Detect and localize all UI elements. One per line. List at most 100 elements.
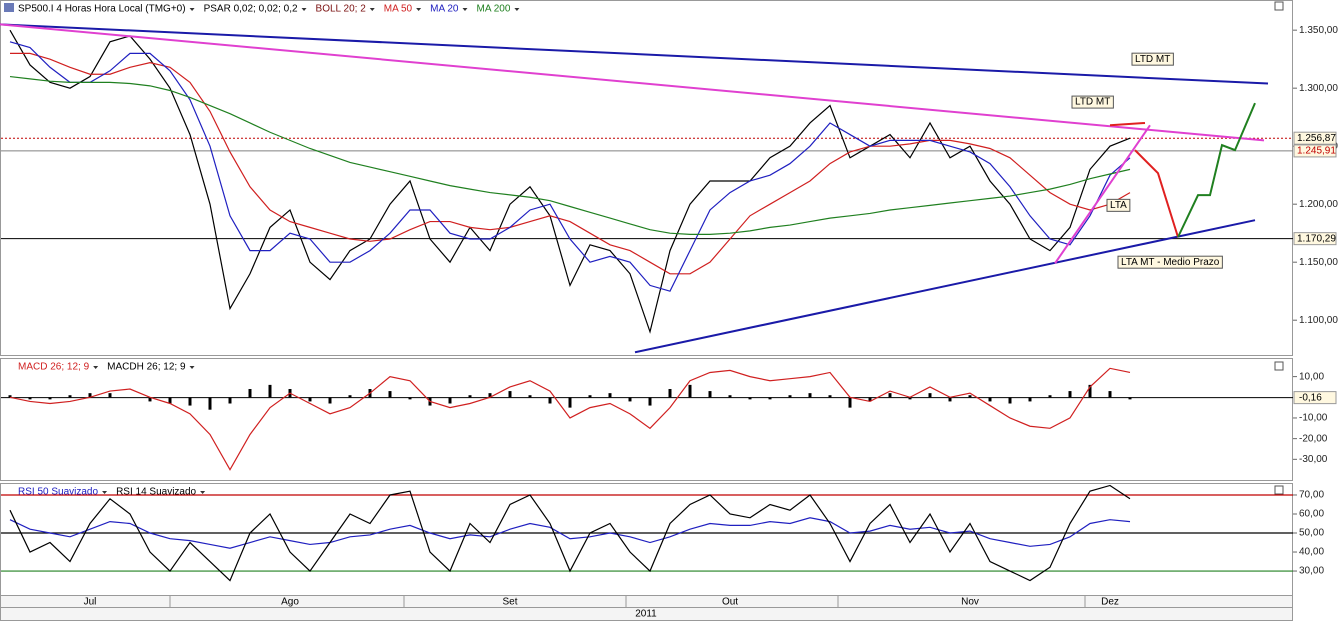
histogram-bar (248, 389, 252, 398)
histogram-bar (328, 397, 332, 404)
histogram-bar (208, 397, 212, 410)
histogram-bar (408, 397, 412, 400)
series-line (9, 367, 1131, 471)
y-tick-label: 1.350,00 (1299, 25, 1338, 36)
month-label: Out (722, 597, 738, 608)
legend-arrow (514, 8, 520, 11)
histogram-bar (848, 397, 852, 408)
legend-arrow (102, 491, 108, 494)
trend-line (1134, 149, 1179, 238)
trend-line (1109, 121, 1146, 127)
histogram-bar (768, 397, 772, 400)
y-tick-label: -20,00 (1299, 433, 1328, 444)
legend-label: RSI 50 Suavizado (18, 487, 98, 498)
y-tick-label: 30,00 (1299, 566, 1324, 577)
annotation-label: LTD MT (1075, 97, 1110, 108)
histogram-bar (508, 391, 512, 398)
trend-line (0, 23, 1265, 142)
histogram-bar (968, 395, 972, 398)
y-tick-label: 1.150,00 (1299, 257, 1338, 268)
histogram-bar (148, 397, 152, 402)
series-line (10, 52, 1131, 275)
legend-label: MA 20 (430, 4, 459, 15)
histogram-bar (788, 395, 792, 398)
legend-arrow (369, 8, 375, 11)
price-label: 1.245,91 (1297, 146, 1336, 157)
y-tick-label: 70,00 (1299, 490, 1324, 501)
histogram-bar (528, 395, 532, 398)
legend-arrow (416, 8, 422, 11)
annotation-box (1071, 95, 1114, 109)
histogram-bar (268, 384, 272, 398)
histogram-bar (108, 393, 112, 398)
trend-line (634, 219, 1256, 354)
legend-label: RSI 14 Suavizado (116, 487, 196, 498)
price-box (1293, 232, 1337, 246)
month-label: Jul (84, 597, 97, 608)
annotation-label: LTA (1110, 200, 1127, 211)
month-label: Set (502, 597, 517, 608)
histogram-bar (628, 397, 632, 402)
price-box (1293, 131, 1337, 145)
histogram-bar (1068, 391, 1072, 398)
legend-arrow (200, 491, 206, 494)
trend-line (1054, 124, 1151, 264)
legend-label: SP500.I 4 Horas Hora Local (TMG+0) (18, 4, 186, 15)
y-tick-label: 50,00 (1299, 528, 1324, 539)
legend-label: MACD 26; 12; 9 (18, 362, 90, 373)
macd-panel (0, 358, 1293, 481)
legend-arrow (93, 366, 99, 369)
maximize-button[interactable] (1274, 361, 1284, 371)
histogram-bar (308, 397, 312, 402)
y-tick-label: -30,00 (1299, 454, 1328, 465)
histogram-bar (548, 397, 552, 404)
series-line (9, 484, 1131, 582)
histogram-bar (188, 397, 192, 406)
month-label: Dez (1101, 597, 1119, 608)
month-separators (169, 596, 1086, 607)
legend-label: PSAR 0,02; 0,02; 0,2 (204, 4, 298, 15)
histogram-bar (728, 395, 732, 398)
legend-arrow (462, 8, 468, 11)
histogram-bar (748, 397, 752, 400)
value-box (1293, 391, 1337, 405)
price-label: 1.256,87 (1297, 133, 1336, 144)
histogram-bar (488, 393, 492, 398)
annotation-box (1131, 52, 1174, 66)
y-tick-label: 10,00 (1299, 371, 1324, 382)
histogram-bar (88, 393, 92, 398)
histogram-bar (28, 397, 32, 400)
annotation-box (1117, 255, 1223, 269)
maximize-button[interactable] (1274, 485, 1284, 495)
histogram-bar (1128, 397, 1132, 400)
histogram-bar (888, 393, 892, 398)
series-line (9, 75, 1131, 235)
price-box (1293, 144, 1337, 158)
series-line (9, 517, 1131, 549)
histogram-bar (688, 384, 692, 398)
annotation-box (1106, 198, 1131, 212)
legend-label: MA 200 (476, 4, 510, 15)
histogram-bar (448, 397, 452, 404)
histogram-bar (468, 395, 472, 398)
histogram-bar (1008, 397, 1012, 404)
histogram-bar (608, 393, 612, 398)
annotation-label: LTA MT - Medio Prazo (1121, 257, 1220, 268)
histogram-bar (948, 397, 952, 402)
month-label: Ago (281, 597, 299, 608)
histogram-bar (348, 395, 352, 398)
histogram-bar (588, 395, 592, 398)
histogram-bar (168, 397, 172, 404)
histogram-bar (388, 391, 392, 398)
histogram-bar (48, 397, 52, 400)
legend-arrow (189, 8, 195, 11)
month-axis (0, 595, 1293, 608)
y-tick-label: 40,00 (1299, 547, 1324, 558)
maximize-button[interactable] (1274, 1, 1284, 11)
histogram-bar (1108, 391, 1112, 398)
histogram-bar (68, 395, 72, 398)
histogram-bar (868, 397, 872, 402)
histogram-bar (808, 393, 812, 398)
